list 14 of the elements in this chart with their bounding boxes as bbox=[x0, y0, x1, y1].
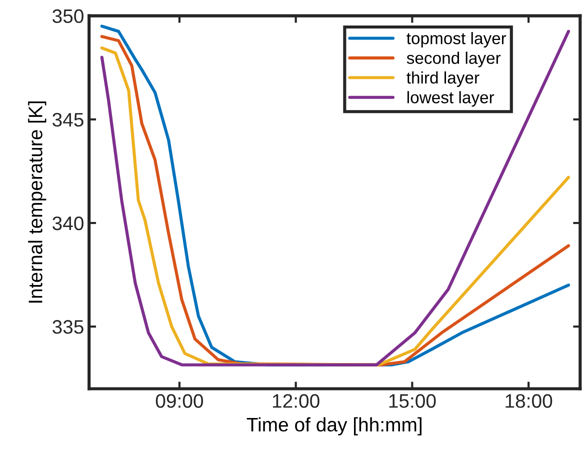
legend-label: topmost layer bbox=[406, 32, 506, 48]
legend-label: lowest layer bbox=[407, 91, 494, 107]
y-tick-label: 350 bbox=[52, 9, 84, 24]
x-axis-title: Time of day [hh:mm] bbox=[246, 417, 422, 436]
y-tick-label: 335 bbox=[52, 320, 84, 334]
legend-label: third layer bbox=[406, 71, 480, 87]
x-tick-label: 15:00 bbox=[389, 394, 436, 408]
y-tick-label: 340 bbox=[52, 216, 84, 230]
y-axis-title: Internal temperature [K] bbox=[28, 102, 46, 303]
x-tick-label: 09:00 bbox=[156, 394, 204, 408]
x-tick-label: 18:00 bbox=[506, 394, 552, 408]
legend-label: second layer bbox=[406, 52, 501, 68]
y-tick-label: 345 bbox=[52, 112, 84, 127]
x-tick-label: 12:00 bbox=[272, 394, 320, 408]
